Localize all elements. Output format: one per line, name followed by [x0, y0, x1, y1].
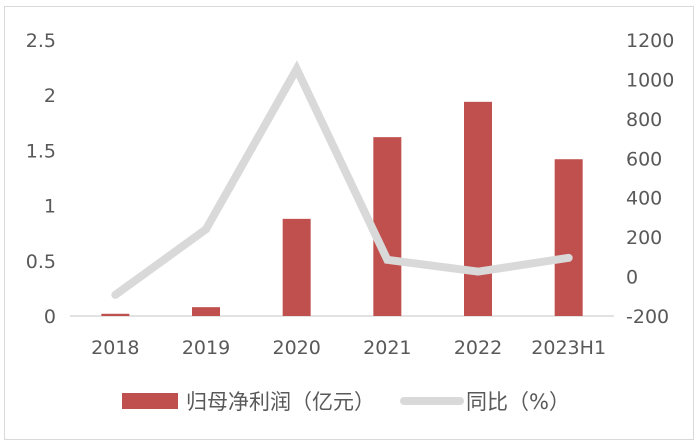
right-axis-tick-label: 200 [626, 227, 662, 249]
left-axis-ticks: 0 0.5 1 1.5 2 2.5 [26, 30, 56, 328]
bar-2018 [101, 313, 130, 316]
legend-line-label: 同比（%） [466, 390, 570, 414]
left-axis-tick-label: 1.5 [26, 140, 56, 162]
left-axis-tick-label: 2 [44, 85, 56, 107]
right-axis-tick-label: 1200 [626, 30, 674, 52]
x-axis-tick-label: 2020 [272, 337, 320, 359]
bar-2019 [192, 307, 220, 316]
right-axis-tick-label: 600 [626, 148, 662, 170]
left-axis-tick-label: 0.5 [26, 251, 56, 273]
right-axis-tick-label: -200 [626, 306, 669, 328]
right-axis-tick-label: 800 [626, 109, 662, 131]
bar-2021 [373, 137, 402, 316]
x-axis-ticks: 2018 2019 2020 2021 2022 2023H1 [91, 337, 606, 359]
right-axis-tick-label: 0 [626, 267, 638, 289]
x-axis-tick-label: 2019 [182, 337, 230, 359]
bar-2022 [464, 101, 492, 316]
right-axis-tick-label: 1000 [626, 69, 674, 91]
x-axis-tick-label: 2021 [363, 337, 411, 359]
x-axis-tick-label: 2022 [454, 337, 502, 359]
right-axis-tick-label: 400 [626, 188, 662, 210]
bar-2023H1 [554, 159, 583, 316]
line-series-yoy [111, 60, 573, 299]
x-axis-tick-label: 2023H1 [531, 337, 606, 359]
legend: 归母净利润（亿元） 同比（%） [122, 390, 570, 414]
bar-2020 [282, 218, 311, 316]
left-axis-tick-label: 1 [44, 196, 56, 218]
x-axis-tick-label: 2018 [91, 337, 139, 359]
left-axis-tick-label: 0 [44, 306, 56, 328]
legend-bar-label: 归母净利润（亿元） [186, 390, 375, 414]
bar-series-net-profit [101, 101, 583, 316]
left-axis-tick-label: 2.5 [26, 30, 56, 52]
right-axis-ticks: -200 0 200 400 600 800 1000 1200 [626, 30, 674, 328]
legend-bar-swatch [122, 393, 178, 409]
